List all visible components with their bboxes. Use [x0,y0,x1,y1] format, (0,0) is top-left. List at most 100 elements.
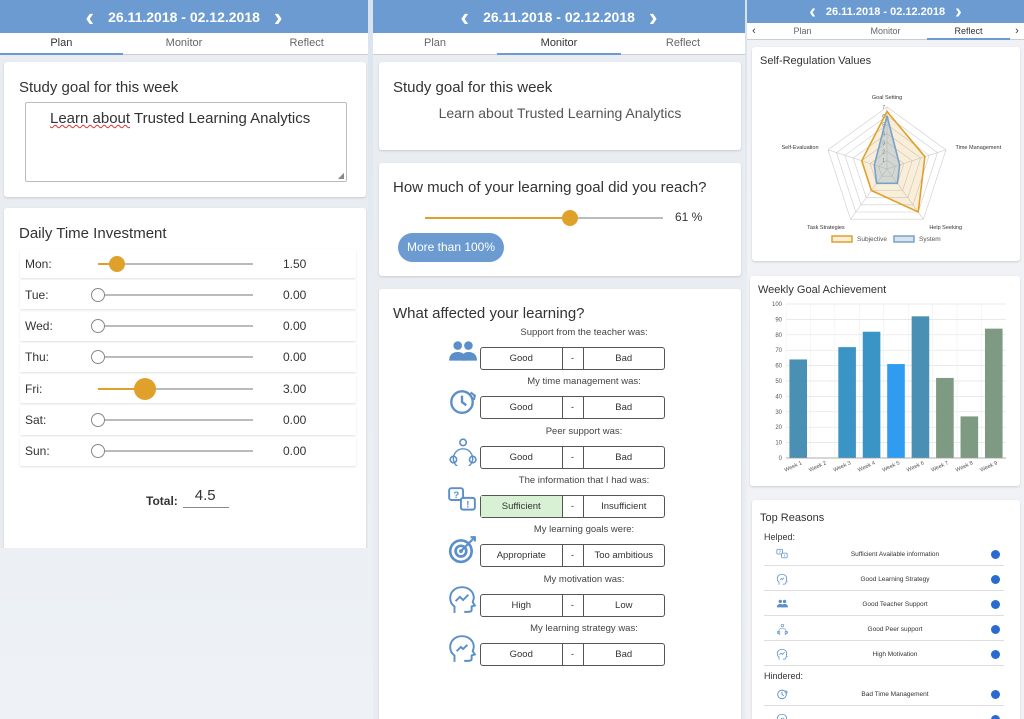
tab-monitor[interactable]: Monitor [497,33,621,55]
self-regulation-card: Self-Regulation Values Goal Setting Time … [752,47,1020,261]
bar-week-1 [789,359,808,458]
tab-plan[interactable]: Plan [423,37,447,49]
prev-week-button[interactable]: ‹ [85,1,95,32]
info-bubbles-icon: ?! [448,487,476,511]
next-week-button[interactable]: › [273,1,283,32]
reason-text: Good Learning Strategy [860,575,930,583]
next-week-button[interactable]: › [648,1,658,32]
radar-axis-line [850,168,888,220]
info-icon[interactable] [991,714,1000,719]
prev-week-button[interactable]: ‹ [460,1,470,32]
day-value: 0.00 [283,413,307,427]
reason-text: Bad Time Management [861,690,929,698]
tab-bar: Plan Monitor Reflect [373,33,745,55]
tab-plan[interactable]: Plan [0,33,123,55]
day-time-slider[interactable] [91,410,253,430]
rating-neutral-button[interactable]: - [561,495,584,517]
bar-y-tick-label: 60 [775,364,782,370]
radar-series-subjective [860,109,926,214]
rating-positive-button[interactable]: Good [509,451,533,463]
head-strategy-icon [449,635,477,662]
bar-week-3 [838,347,856,458]
info-icon[interactable] [991,649,1000,659]
bar-week-4 [862,331,881,458]
rating-neutral-button[interactable]: - [561,643,584,665]
day-time-slider[interactable] [91,441,253,461]
rating-positive-button[interactable]: Good [509,353,533,364]
svg-text:!: ! [466,499,469,510]
rating-negative-button[interactable]: Bad [615,451,633,463]
svg-text:?: ? [778,550,781,554]
slider-handle[interactable] [91,350,105,365]
rating-negative-button[interactable]: Too ambitious [594,550,654,562]
day-value: 0.00 [283,319,307,334]
weekly-goal-title: Weekly Goal Achievement [758,284,887,296]
people-icon [776,599,788,608]
slider-handle[interactable] [109,255,126,272]
tab-reflect[interactable]: Reflect [927,23,1010,40]
slider-handle[interactable] [562,210,579,226]
day-time-slider[interactable] [98,377,253,400]
day-time-slider[interactable] [91,316,253,336]
day-time-slider[interactable] [91,285,253,305]
radar-grid-ring [878,159,896,177]
day-time-slider[interactable] [98,254,253,274]
day-value: 3.00 [283,381,307,396]
day-value: 0.00 [283,287,307,302]
more-than-100-button[interactable]: More than 100% [398,233,504,262]
day-label: Sun: [25,444,50,459]
rating-neutral-button[interactable]: - [561,348,584,369]
slider-handle[interactable] [91,413,105,427]
goal-reach-slider[interactable] [425,208,663,228]
radar-axis-label: Task Strategies [807,225,845,231]
reason-text: Good Peer support [867,625,923,633]
info-icon[interactable] [991,599,1000,609]
prev-week-button[interactable]: ‹ [809,0,816,23]
tab-plan[interactable]: Plan [793,26,812,36]
rating-neutral-button[interactable]: - [561,446,584,468]
rating-toggle: Good - Bad [480,396,665,420]
tab-monitor[interactable]: Monitor [165,37,203,49]
rating-negative-button[interactable]: Bad [615,402,633,414]
rating-negative-button[interactable]: Insufficient [601,500,647,512]
rating-neutral-button[interactable]: - [561,397,584,419]
info-icon[interactable] [991,624,1000,634]
rating-negative-button[interactable]: Bad [615,353,633,364]
rating-positive-button[interactable]: Good [509,402,533,414]
slider-handle[interactable] [91,287,105,302]
tab-reflect[interactable]: Reflect [665,37,701,49]
rating-negative-button[interactable]: Low [615,599,633,611]
resize-handle-icon[interactable]: ◢ [337,171,344,180]
rating-toggle: Sufficient - Insufficient [480,494,665,518]
rating-positive-button[interactable]: Good [509,648,533,660]
slider-handle[interactable] [91,444,105,459]
peer-network-icon [776,623,788,635]
rating-toggle: Appropriate - Too ambitious [480,544,665,568]
study-goal-input[interactable]: Learn about Trusted Learning Analytics ◢ [25,102,347,182]
rating-neutral-button[interactable]: - [561,545,584,567]
rating-positive-button[interactable]: Appropriate [496,550,546,562]
day-time-slider[interactable] [91,347,253,367]
info-bubbles-icon: ?! [775,548,788,559]
legend-swatch [893,235,915,243]
next-week-button[interactable]: › [955,0,962,23]
slider-handle[interactable] [91,319,105,334]
tab-scroll-right-icon[interactable]: › [1015,25,1019,37]
bar-x-tick-label: Week 4 [857,460,876,473]
tab-monitor[interactable]: Monitor [870,26,901,36]
rating-toggle: Good - Bad [480,445,665,469]
tab-scroll-left-icon[interactable]: ‹ [752,25,756,37]
day-label: Tue: [25,287,49,302]
slider-handle[interactable] [133,377,156,400]
info-icon[interactable] [991,574,1000,584]
bar-x-tick-label: Week 3 [833,460,852,473]
tab-reflect[interactable]: Reflect [289,37,324,49]
rating-positive-button[interactable]: High [511,599,532,611]
info-icon[interactable] [991,549,1000,559]
info-icon[interactable] [991,689,1000,699]
rating-negative-button[interactable]: Bad [615,648,633,660]
rating-neutral-button[interactable]: - [561,594,584,616]
rating-positive-button[interactable]: Sufficient [481,495,562,517]
weekly-goal-card: Weekly Goal Achievement 0 10 20 30 40 50 60 70 8… [750,276,1020,486]
radar-tick-label: 7 [882,105,885,111]
